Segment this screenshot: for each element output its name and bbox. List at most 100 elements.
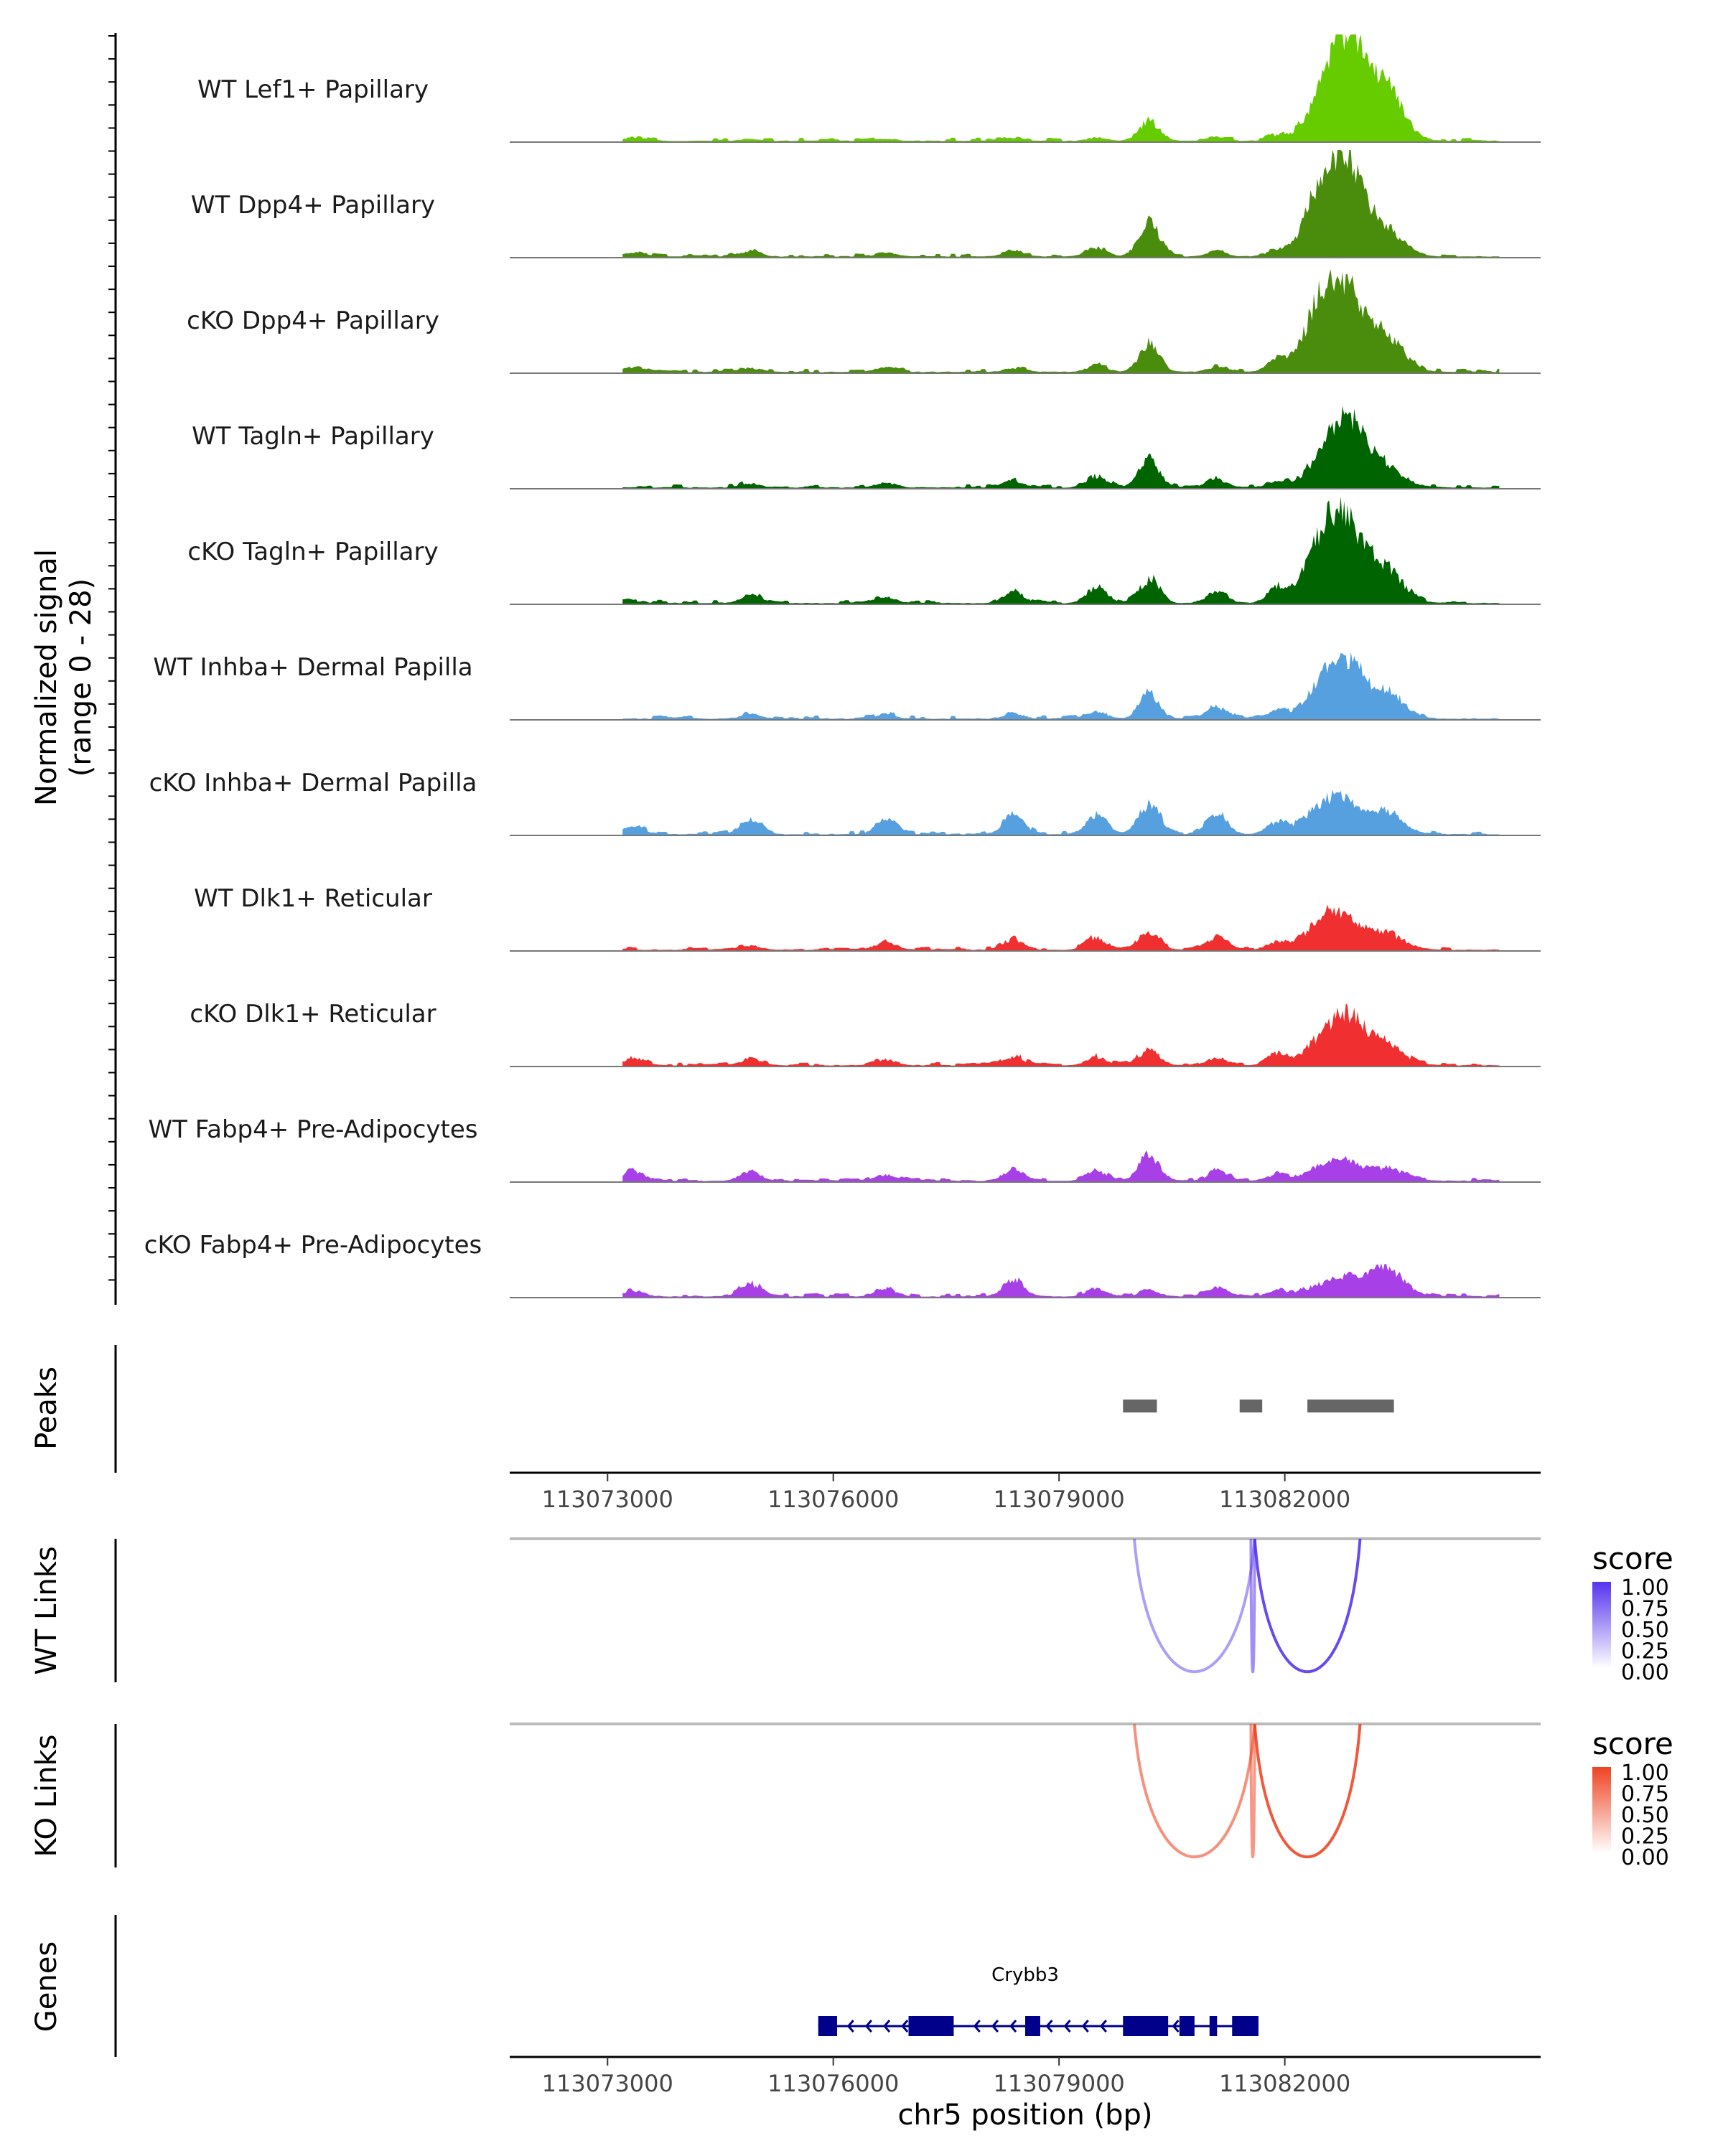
strand-arrow xyxy=(882,2020,891,2033)
coverage-track: cKO Fabp4+ Pre-Adipocytes xyxy=(144,1231,1541,1298)
strand-arrow xyxy=(991,2020,999,2033)
legend-tick-label: 0.00 xyxy=(1621,1845,1669,1870)
strand-arrow xyxy=(1081,2020,1089,2033)
strand-arrow xyxy=(1099,2020,1107,2033)
track-label: cKO Inhba+ Dermal Papilla xyxy=(149,769,477,797)
coverage-y-ticks xyxy=(108,35,116,1281)
coverage-area xyxy=(622,904,1500,951)
coverage-track: cKO Inhba+ Dermal Papilla xyxy=(149,769,1541,836)
strand-arrow xyxy=(1009,2020,1017,2033)
gene-exon xyxy=(1209,2016,1218,2036)
coverage-area xyxy=(622,406,1500,489)
gene-exon xyxy=(1232,2016,1259,2036)
link-arc xyxy=(1249,1723,1256,1858)
coverage-track: cKO Dpp4+ Papillary xyxy=(187,269,1541,374)
x-axis-bottom-ticks: 113073000 113076000 113079000 113082000 xyxy=(542,2057,1350,2097)
link-arc xyxy=(1253,1538,1362,1673)
track-label: WT Lef1+ Papillary xyxy=(197,75,429,104)
coverage-area xyxy=(622,1150,1500,1182)
strand-arrow xyxy=(1063,2020,1071,2033)
gene-model xyxy=(818,2016,1259,2036)
link-arc xyxy=(1132,1723,1256,1858)
track-label: WT Inhba+ Dermal Papilla xyxy=(153,653,472,682)
legend-tick-label: 0.50 xyxy=(1621,1803,1669,1828)
coverage-area xyxy=(622,1003,1500,1067)
x-tick-label: 113076000 xyxy=(767,1486,899,1513)
legend-colorbar xyxy=(1592,1767,1611,1853)
gene-name-label: Crybb3 xyxy=(991,1964,1059,1986)
legend-title: score xyxy=(1592,1541,1673,1576)
legend-tick-label: 1.00 xyxy=(1621,1575,1669,1600)
links-label: KO Links xyxy=(30,1735,63,1857)
strand-arrow xyxy=(1172,2020,1180,2033)
coverage-track: WT Inhba+ Dermal Papilla xyxy=(153,651,1541,721)
peak-region xyxy=(1123,1400,1157,1412)
coverage-track: WT Lef1+ Papillary xyxy=(197,34,1541,143)
gene-exon xyxy=(818,2016,837,2036)
coverage-area xyxy=(622,150,1500,258)
legend-tick-label: 0.25 xyxy=(1621,1639,1669,1664)
gene-exon xyxy=(1123,2016,1169,2036)
links-label: WT Links xyxy=(30,1546,63,1674)
coverage-track: WT Dlk1+ Reticular xyxy=(194,884,1541,952)
x-tick-label: 113082000 xyxy=(1219,1486,1350,1513)
x-tick-label: 113079000 xyxy=(994,2070,1125,2097)
genes-label: Genes xyxy=(30,1941,63,2032)
x-axis-title: chr5 position (bp) xyxy=(897,2099,1152,2132)
coverage-track: WT Dpp4+ Papillary xyxy=(191,150,1541,258)
coverage-area xyxy=(622,651,1500,720)
legend-tick-label: 0.50 xyxy=(1621,1618,1669,1643)
legend-tick-label: 0.75 xyxy=(1621,1597,1669,1622)
coverage-ylabel-line1: Normalized signal xyxy=(30,549,63,806)
coverage-area xyxy=(622,1263,1500,1298)
peaks-label: Peaks xyxy=(30,1367,63,1450)
link-arc xyxy=(1132,1538,1256,1673)
coverage-track: WT Fabp4+ Pre-Adipocytes xyxy=(149,1115,1541,1183)
track-label: WT Fabp4+ Pre-Adipocytes xyxy=(149,1115,478,1144)
coverage-track: WT Tagln+ Papillary xyxy=(192,406,1541,489)
peak-region xyxy=(1307,1400,1394,1412)
x-tick-label: 113079000 xyxy=(994,1486,1125,1513)
x-tick-label: 113076000 xyxy=(767,2070,899,2097)
track-label: cKO Dpp4+ Papillary xyxy=(187,306,439,335)
coverage-track: cKO Dlk1+ Reticular xyxy=(190,1000,1541,1067)
coverage-ylabel-line2: (range 0 - 28) xyxy=(65,578,98,777)
peak-region xyxy=(1239,1400,1263,1412)
track-label: WT Tagln+ Papillary xyxy=(192,422,434,451)
track-label: cKO Fabp4+ Pre-Adipocytes xyxy=(144,1231,482,1260)
gene-exon xyxy=(1025,2016,1040,2036)
link-arc xyxy=(1249,1538,1256,1673)
legend-colorbar xyxy=(1592,1582,1611,1668)
coverage-track: cKO Tagln+ Papillary xyxy=(187,497,1541,605)
strand-arrow xyxy=(864,2020,872,2033)
coverage-tracks: WT Lef1+ Papillary WT Dpp4+ Papillary cKO … xyxy=(144,34,1541,1298)
track-label: WT Dpp4+ Papillary xyxy=(191,191,435,220)
gene-exon xyxy=(1179,2016,1195,2036)
strand-arrow xyxy=(973,2020,981,2033)
strand-arrow xyxy=(1045,2020,1053,2033)
coverage-area xyxy=(622,34,1500,142)
x-tick-label: 113082000 xyxy=(1219,2070,1350,2097)
coverage-area xyxy=(622,789,1500,835)
legend-tick-label: 1.00 xyxy=(1621,1761,1669,1786)
legend-tick-label: 0.00 xyxy=(1621,1660,1669,1685)
track-label: cKO Dlk1+ Reticular xyxy=(190,1000,436,1028)
strand-arrow xyxy=(901,2020,909,2033)
legend-title: score xyxy=(1592,1726,1673,1761)
legend-tick-label: 0.75 xyxy=(1621,1782,1669,1807)
x-axis-top-ticks: 113073000 113076000 113079000 113082000 xyxy=(542,1473,1350,1513)
coverage-area xyxy=(622,497,1500,604)
track-label: WT Dlk1+ Reticular xyxy=(194,884,432,913)
link-arc xyxy=(1253,1723,1362,1858)
gene-exon xyxy=(908,2016,954,2036)
track-label: cKO Tagln+ Papillary xyxy=(187,538,438,566)
coverage-area xyxy=(622,269,1500,373)
strand-arrow xyxy=(846,2020,854,2033)
peak-regions xyxy=(1123,1400,1394,1412)
x-tick-label: 113073000 xyxy=(542,2070,673,2097)
